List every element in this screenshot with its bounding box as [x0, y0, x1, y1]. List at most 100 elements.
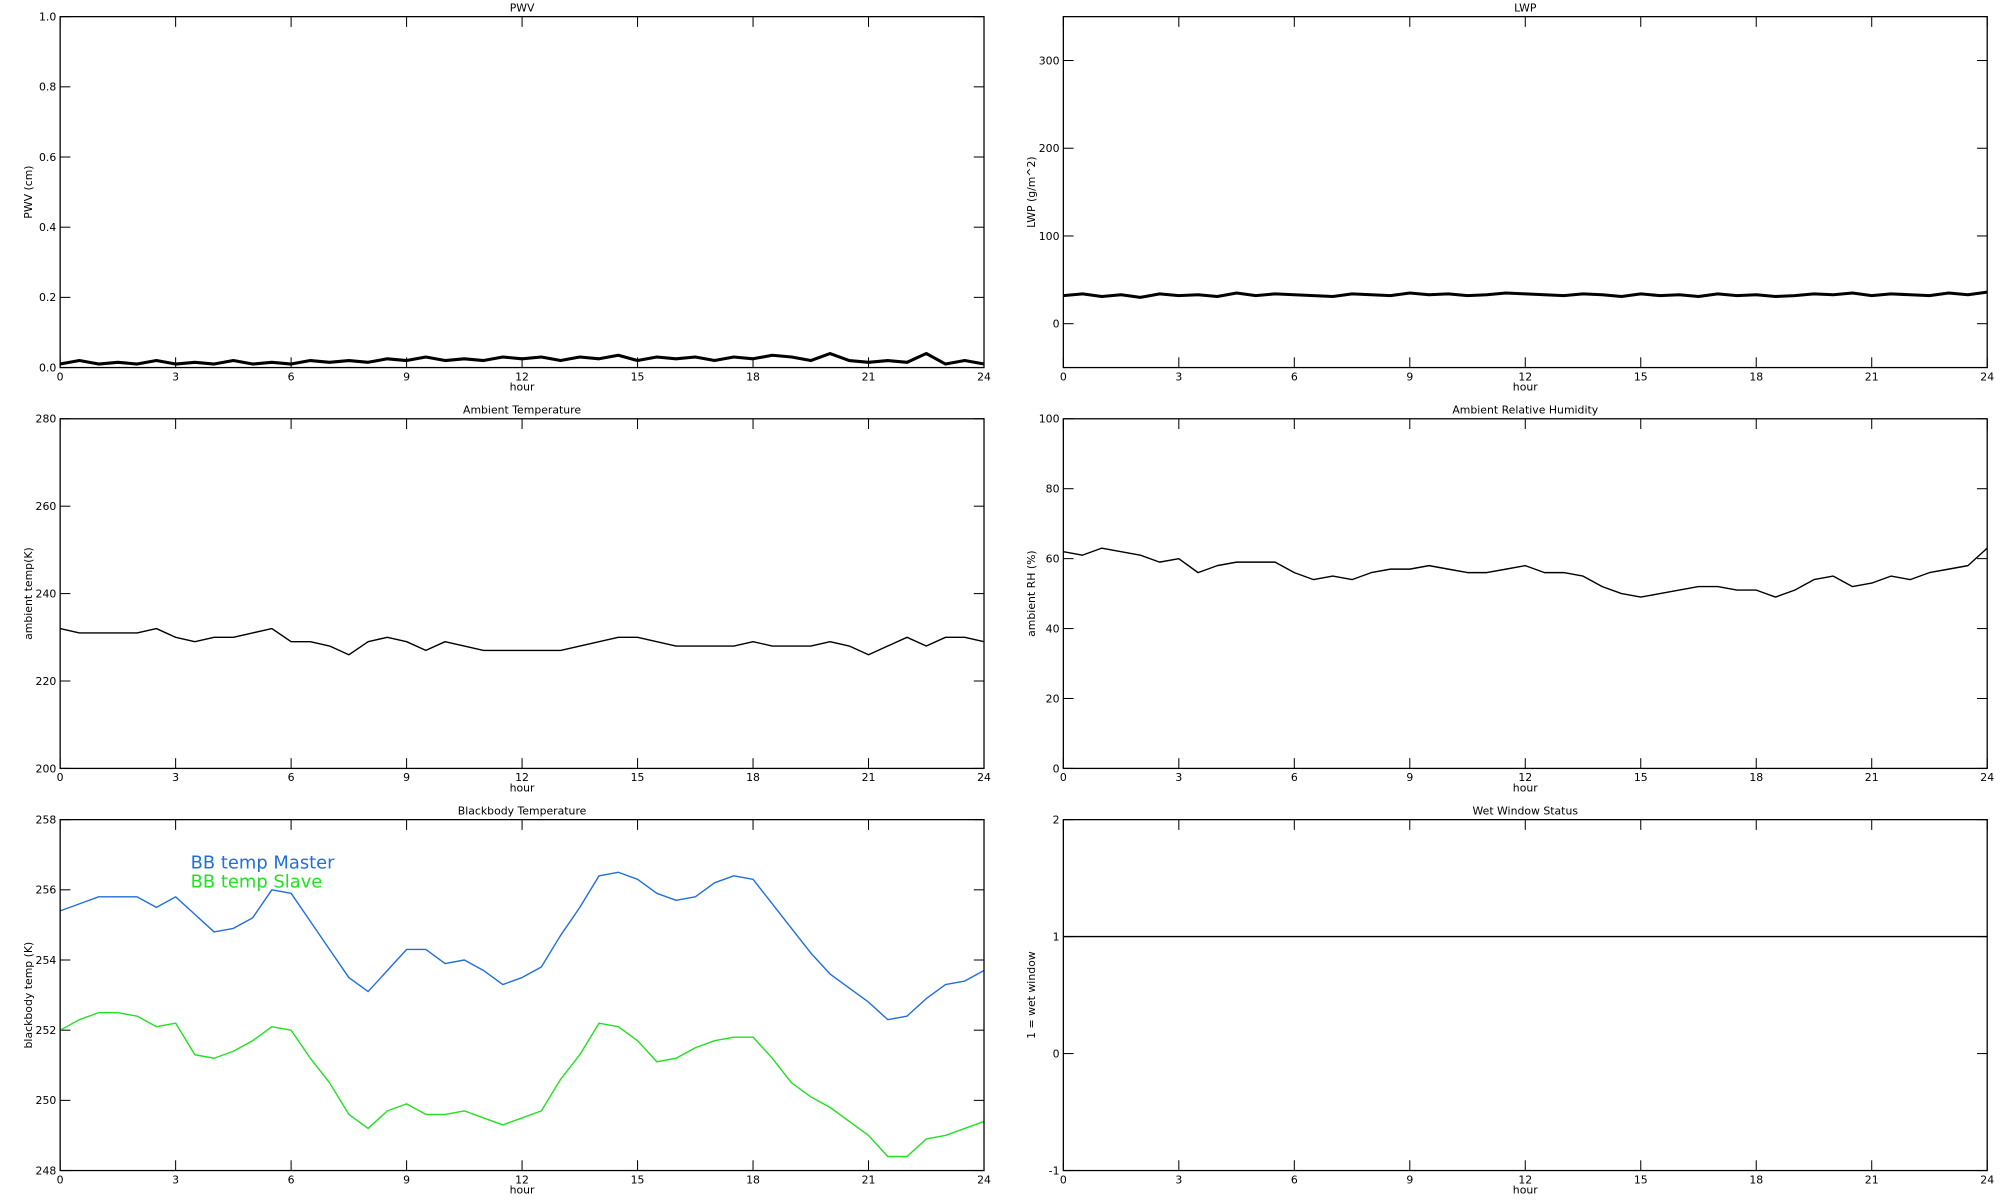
y-tick-label: 100 — [1039, 230, 1060, 243]
y-tick-label: 256 — [36, 884, 57, 897]
y-tick-label: 252 — [36, 1024, 57, 1037]
x-tick-label: 6 — [288, 1173, 295, 1186]
data-line — [59, 627, 985, 656]
data-line — [1063, 290, 1988, 299]
x-tick-label: 3 — [172, 771, 179, 784]
x-axis-label: hour — [510, 1184, 535, 1197]
panel: Ambient Temperature 0 3 6 9 12 15 18 21 24 hour 200… — [22, 404, 991, 795]
x-tick-label: 0 — [1060, 370, 1067, 383]
x-axis-label: hour — [1513, 1184, 1538, 1197]
x-tick-label: 15 — [1634, 1173, 1648, 1186]
x-tick-label: 21 — [1865, 370, 1879, 383]
x-tick-label: 24 — [977, 370, 991, 383]
x-tick-label: 6 — [1291, 370, 1298, 383]
x-tick-label: 24 — [977, 1173, 991, 1186]
x-tick-label: 12 — [1518, 1173, 1532, 1186]
y-tick-label: 20 — [1046, 692, 1060, 705]
data-line — [59, 1011, 985, 1158]
y-axis-label: ambient temp(K) — [22, 547, 35, 640]
x-tick-label: 24 — [1980, 1173, 1994, 1186]
y-tick-label: 250 — [36, 1094, 57, 1107]
x-tick-label: 3 — [172, 370, 179, 383]
x-tick-label: 15 — [631, 370, 645, 383]
plot-frame — [59, 818, 985, 1172]
plot-frame — [1062, 418, 1988, 770]
x-tick-label: 3 — [1175, 771, 1182, 784]
y-axis-label: 1 = wet window — [1025, 951, 1038, 1039]
x-tick-label: 0 — [1060, 1173, 1067, 1186]
x-tick-label: 18 — [1749, 771, 1763, 784]
x-tick-label: 21 — [1865, 1173, 1879, 1186]
x-tick-label: 9 — [1406, 1173, 1413, 1186]
y-axis-label: LWP (g/m^2) — [1025, 156, 1038, 228]
x-tick-label: 9 — [1406, 771, 1413, 784]
y-tick-label: 220 — [36, 675, 57, 688]
data-line — [1063, 547, 1988, 598]
y-tick-label: -1 — [1049, 1164, 1060, 1177]
panel-title: Blackbody Temperature — [458, 805, 587, 818]
x-axis-label: hour — [510, 381, 535, 394]
panel-title: Ambient Relative Humidity — [1452, 404, 1598, 417]
y-tick-label: 200 — [1039, 142, 1060, 155]
x-tick-label: 6 — [288, 771, 295, 784]
x-tick-label: 15 — [1634, 370, 1648, 383]
x-tick-label: 21 — [1865, 771, 1879, 784]
y-tick-label: 40 — [1046, 622, 1060, 635]
y-tick-label: 1.0 — [39, 10, 56, 23]
y-tick-label: 240 — [36, 587, 57, 600]
y-axis-label: ambient RH (%) — [1025, 550, 1038, 637]
panel: PWV 0 3 6 9 12 15 18 21 24 hour 0.0 0.2 0.4 0.6 0.8 1.0 P… — [22, 2, 991, 394]
y-tick-label: 0 — [1053, 762, 1060, 775]
y-tick-label: 0.6 — [39, 151, 56, 164]
x-tick-label: 12 — [1518, 370, 1532, 383]
legend-entry: BB temp Slave — [191, 872, 323, 893]
x-tick-label: 24 — [977, 771, 991, 784]
legend-entry: BB temp Master — [191, 852, 336, 873]
x-tick-label: 18 — [1749, 370, 1763, 383]
x-tick-label: 18 — [1749, 1173, 1763, 1186]
y-tick-label: 0 — [1053, 318, 1060, 331]
y-tick-label: 0.2 — [39, 291, 56, 304]
x-tick-label: 18 — [746, 1173, 760, 1186]
x-tick-label: 9 — [403, 771, 410, 784]
panel: Blackbody Temperature 0 3 6 9 12 15 18 21 24 hour 2… — [22, 805, 991, 1197]
y-tick-label: 1 — [1053, 930, 1060, 943]
y-tick-label: 100 — [1039, 413, 1060, 426]
y-tick-label: 280 — [36, 413, 57, 426]
x-tick-label: 24 — [1980, 370, 1994, 383]
x-axis-label: hour — [1513, 381, 1538, 394]
y-tick-label: 0.0 — [39, 361, 56, 374]
x-tick-label: 6 — [288, 370, 295, 383]
x-tick-label: 3 — [1175, 1173, 1182, 1186]
x-tick-label: 9 — [403, 370, 410, 383]
x-tick-label: 15 — [631, 771, 645, 784]
x-tick-label: 6 — [1291, 1173, 1298, 1186]
panel: Ambient Relative Humidity 0 3 6 9 12 15 18 21 24 h… — [1025, 404, 1994, 795]
x-tick-label: 0 — [57, 1173, 64, 1186]
x-tick-label: 18 — [746, 771, 760, 784]
panel-title: Wet Window Status — [1473, 805, 1579, 818]
x-tick-label: 3 — [1175, 370, 1182, 383]
x-tick-label: 18 — [746, 370, 760, 383]
plot-frame — [59, 16, 985, 369]
panel-title: Ambient Temperature — [463, 404, 581, 417]
y-tick-label: 200 — [36, 762, 57, 775]
y-tick-label: 258 — [36, 813, 57, 826]
x-tick-label: 15 — [631, 1173, 645, 1186]
x-tick-label: 24 — [1980, 771, 1994, 784]
x-tick-label: 9 — [403, 1173, 410, 1186]
plot-frame — [59, 418, 985, 770]
x-tick-label: 0 — [57, 771, 64, 784]
y-tick-label: 60 — [1046, 552, 1060, 565]
x-axis-label: hour — [1513, 781, 1538, 794]
y-axis-label: PWV (cm) — [22, 165, 35, 218]
y-tick-label: 0 — [1053, 1047, 1060, 1060]
y-tick-label: 0.8 — [39, 81, 56, 94]
x-tick-label: 0 — [57, 370, 64, 383]
panel-title: PWV — [510, 2, 535, 15]
x-tick-label: 0 — [1060, 771, 1067, 784]
data-line — [59, 871, 985, 1021]
